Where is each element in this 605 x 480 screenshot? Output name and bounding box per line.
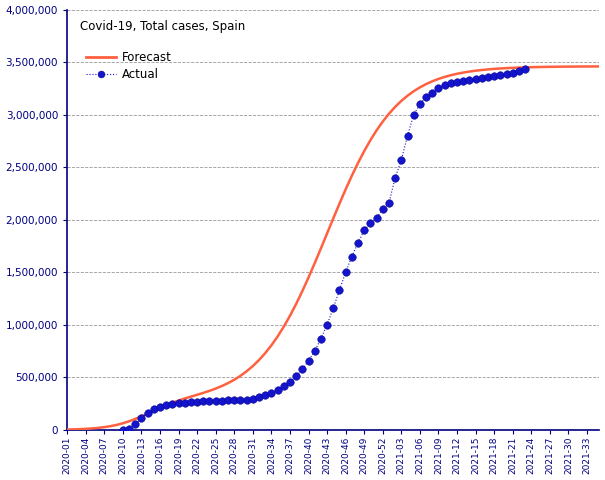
Forecast [286,313,293,319]
Point [235,396,245,404]
Point [168,400,177,408]
Point [378,205,388,213]
Point [409,111,419,119]
Point [229,396,239,404]
Point [390,174,400,181]
Point [260,392,270,399]
Forecast [596,63,603,69]
Point [316,335,325,342]
Point [502,70,511,77]
Line: Forecast: Forecast [67,66,600,430]
Point [341,268,350,276]
Point [273,386,283,394]
Point [204,397,214,405]
Forecast [64,427,71,432]
Forecast [181,396,188,401]
Point [155,403,165,410]
Point [291,372,301,380]
Point [143,409,152,417]
Point [514,67,524,74]
Point [428,89,437,96]
Point [489,72,499,80]
Point [415,100,425,108]
Point [495,71,505,79]
Point [446,79,456,87]
Forecast [330,216,337,221]
Point [477,74,486,82]
Point [186,398,196,406]
Forecast [218,383,226,389]
Text: Covid-19, Total cases, Spain: Covid-19, Total cases, Spain [80,20,246,33]
Point [254,394,264,401]
Point [217,397,227,405]
Point [421,93,431,101]
Point [285,378,295,385]
Point [174,399,183,407]
Point [149,405,159,413]
Point [440,82,450,89]
Point [403,132,413,140]
Point [359,227,369,234]
Point [198,397,208,405]
Point [118,426,128,434]
Point [310,348,319,355]
Point [180,399,189,407]
Point [298,365,307,373]
Point [452,78,462,86]
Point [483,73,493,81]
Point [365,219,375,227]
Point [304,357,313,364]
Point [335,287,344,294]
Point [192,398,202,406]
Point [211,397,220,405]
Point [384,199,394,207]
Point [267,389,276,397]
Point [248,395,258,403]
Point [520,66,530,73]
Point [130,420,140,428]
Legend: Forecast, Actual: Forecast, Actual [87,51,172,81]
Point [223,396,233,404]
Point [124,425,134,433]
Point [137,414,146,422]
Point [371,214,381,221]
Point [396,156,406,164]
Point [471,75,480,83]
Point [279,382,289,390]
Point [465,76,474,84]
Point [242,396,252,403]
Point [508,69,518,76]
Point [329,304,338,312]
Point [353,239,363,247]
Point [322,321,332,329]
Point [347,253,357,261]
Point [459,77,468,85]
Forecast [150,408,157,413]
Point [434,84,443,92]
Point [162,401,171,409]
Forecast [497,66,504,72]
